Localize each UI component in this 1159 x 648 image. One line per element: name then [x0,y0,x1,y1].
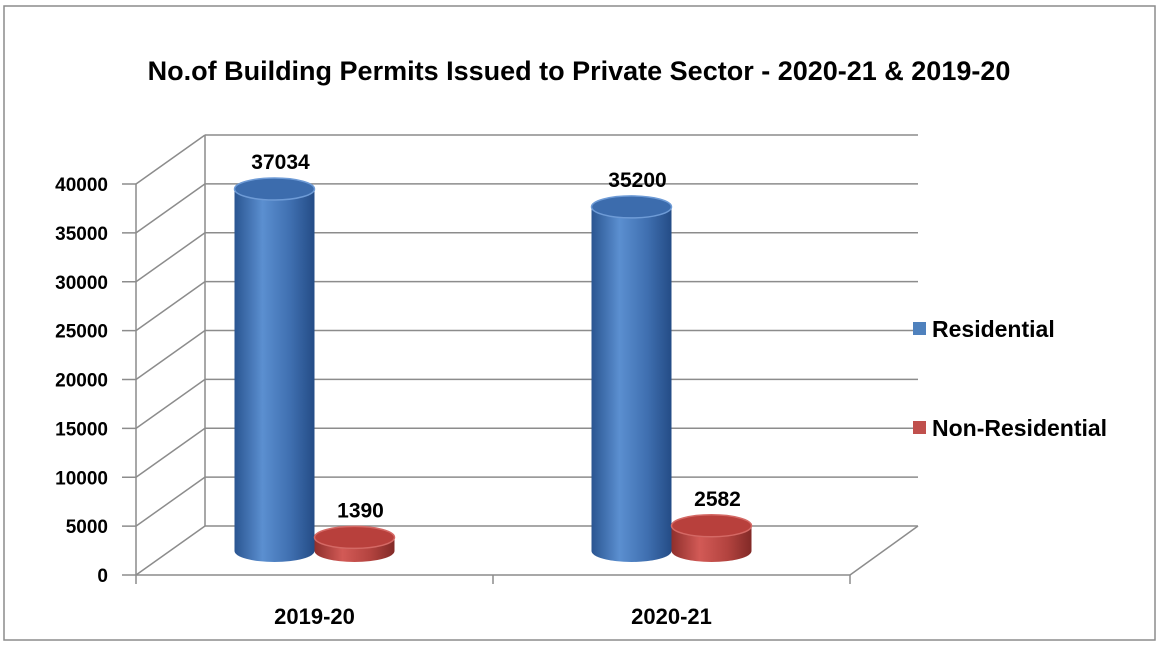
chart-frame [3,5,1156,641]
data-labels: 37034 1390 35200 2582 [251,151,741,522]
grid [135,134,918,576]
bars [233,177,753,563]
data-label: 35200 [608,169,666,192]
bar-top-non-residential-2019-20 [313,525,396,550]
legend-swatch-residential [913,322,926,335]
y-tick-label: 35000 [55,224,108,245]
data-label: 37034 [251,151,310,174]
gridline-side [135,329,206,381]
x-tick-label: 2019-20 [274,604,355,629]
gridline-side [135,378,206,429]
y-tick-label: 15000 [55,419,108,440]
y-tick-label: 40000 [55,175,108,196]
bar-top-residential-2020-21 [590,195,673,219]
y-tick-label: 5000 [66,517,108,538]
gridline-side [135,427,206,478]
legend-swatch-non-residential [913,421,926,434]
gridline-side [135,476,206,527]
bar-top-residential-2019-20 [233,177,316,201]
y-tick-label: 25000 [55,322,108,343]
gridline-side [135,525,206,576]
bar-top-non-residential-2020-21 [670,514,753,538]
data-label: 2582 [694,488,741,511]
y-tick-label: 10000 [55,468,108,489]
bar-residential-2020-21 [591,206,672,563]
gridline-side [135,232,206,283]
y-tick-label: 0 [97,566,108,587]
y-tick-label: 20000 [55,371,108,392]
chart-title: No.of Building Permits Issued to Private… [148,56,1011,86]
floor-edge [849,525,919,576]
gridline-side [135,134,206,185]
x-tick-label: 2020-21 [631,604,712,629]
x-axis-ticks: 2019-20 2020-21 [135,575,851,629]
legend: Residential Non-Residential [913,316,1107,441]
gridline-side [135,183,206,234]
bar-residential-2019-20 [234,188,315,562]
legend-label: Non-Residential [932,415,1107,441]
legend-label: Residential [932,316,1055,342]
y-tick-label: 30000 [55,273,108,294]
y-axis-ticks: 0 5000 10000 15000 20000 25000 30000 35000 40000 [55,175,136,587]
data-label: 1390 [337,499,384,522]
gridline-side [135,281,206,332]
